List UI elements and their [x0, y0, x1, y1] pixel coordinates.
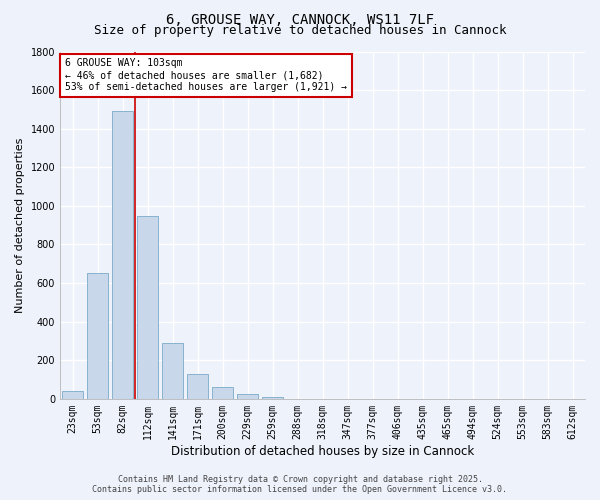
Text: 6, GROUSE WAY, CANNOCK, WS11 7LF: 6, GROUSE WAY, CANNOCK, WS11 7LF: [166, 12, 434, 26]
Bar: [137, 216, 158, 399]
X-axis label: Distribution of detached houses by size in Cannock: Distribution of detached houses by size …: [171, 444, 474, 458]
Bar: [237, 394, 258, 399]
Bar: [62, 391, 83, 399]
Y-axis label: Number of detached properties: Number of detached properties: [15, 138, 25, 313]
Bar: [162, 343, 183, 399]
Bar: [187, 374, 208, 399]
Text: Size of property relative to detached houses in Cannock: Size of property relative to detached ho…: [94, 24, 506, 37]
Bar: [112, 112, 133, 399]
Text: Contains HM Land Registry data © Crown copyright and database right 2025.
Contai: Contains HM Land Registry data © Crown c…: [92, 474, 508, 494]
Bar: [87, 274, 108, 399]
Text: 6 GROUSE WAY: 103sqm
← 46% of detached houses are smaller (1,682)
53% of semi-de: 6 GROUSE WAY: 103sqm ← 46% of detached h…: [65, 58, 347, 92]
Bar: [212, 388, 233, 399]
Bar: [262, 397, 283, 399]
